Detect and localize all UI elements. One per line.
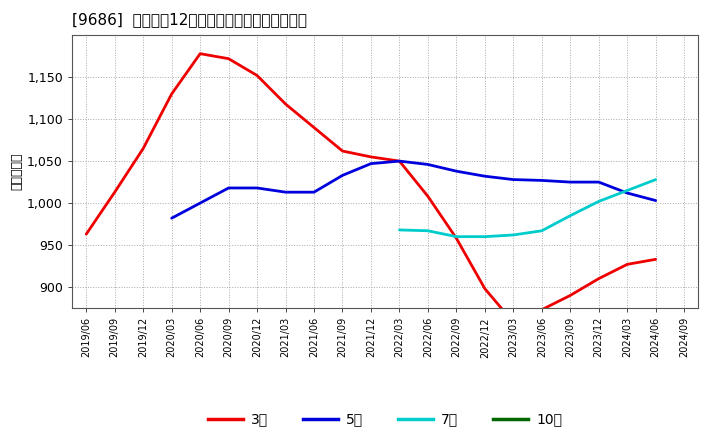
5年 bbox=[452, 169, 461, 174]
Legend: 3年, 5年, 7年, 10年: 3年, 5年, 7年, 10年 bbox=[203, 407, 567, 432]
3年 bbox=[282, 101, 290, 106]
5年 bbox=[423, 162, 432, 167]
3年 bbox=[395, 158, 404, 164]
3年 bbox=[310, 125, 318, 130]
5年 bbox=[509, 177, 518, 182]
3年 bbox=[338, 148, 347, 154]
3年 bbox=[509, 319, 518, 325]
5年 bbox=[480, 173, 489, 179]
Line: 7年: 7年 bbox=[400, 180, 656, 237]
5年 bbox=[537, 178, 546, 183]
Y-axis label: （百万円）: （百万円） bbox=[10, 153, 23, 191]
3年 bbox=[82, 231, 91, 237]
5年 bbox=[652, 198, 660, 203]
7年 bbox=[509, 232, 518, 238]
3年 bbox=[452, 236, 461, 241]
3年 bbox=[623, 262, 631, 267]
3年 bbox=[595, 276, 603, 281]
7年 bbox=[537, 228, 546, 233]
3年 bbox=[366, 154, 375, 160]
Line: 5年: 5年 bbox=[171, 161, 656, 218]
3年 bbox=[652, 257, 660, 262]
7年 bbox=[395, 227, 404, 233]
7年 bbox=[623, 188, 631, 193]
7年 bbox=[566, 213, 575, 218]
3年 bbox=[566, 293, 575, 298]
5年 bbox=[310, 190, 318, 195]
7年 bbox=[452, 234, 461, 239]
3年 bbox=[167, 92, 176, 97]
Text: [9686]  経常利益12か月移動合計の平均値の推移: [9686] 経常利益12か月移動合計の平均値の推移 bbox=[72, 12, 307, 27]
Line: 3年: 3年 bbox=[86, 54, 656, 322]
3年 bbox=[196, 51, 204, 56]
3年 bbox=[423, 194, 432, 199]
3年 bbox=[537, 307, 546, 312]
5年 bbox=[196, 201, 204, 206]
7年 bbox=[480, 234, 489, 239]
7年 bbox=[423, 228, 432, 233]
5年 bbox=[225, 185, 233, 191]
3年 bbox=[139, 146, 148, 151]
5年 bbox=[395, 158, 404, 164]
3年 bbox=[480, 286, 489, 291]
5年 bbox=[253, 185, 261, 191]
5年 bbox=[566, 180, 575, 185]
5年 bbox=[167, 216, 176, 221]
5年 bbox=[282, 190, 290, 195]
3年 bbox=[110, 190, 119, 195]
5年 bbox=[366, 161, 375, 166]
5年 bbox=[623, 191, 631, 196]
5年 bbox=[595, 180, 603, 185]
7年 bbox=[652, 177, 660, 182]
5年 bbox=[338, 173, 347, 178]
3年 bbox=[253, 73, 261, 78]
7年 bbox=[595, 199, 603, 204]
3年 bbox=[225, 56, 233, 61]
